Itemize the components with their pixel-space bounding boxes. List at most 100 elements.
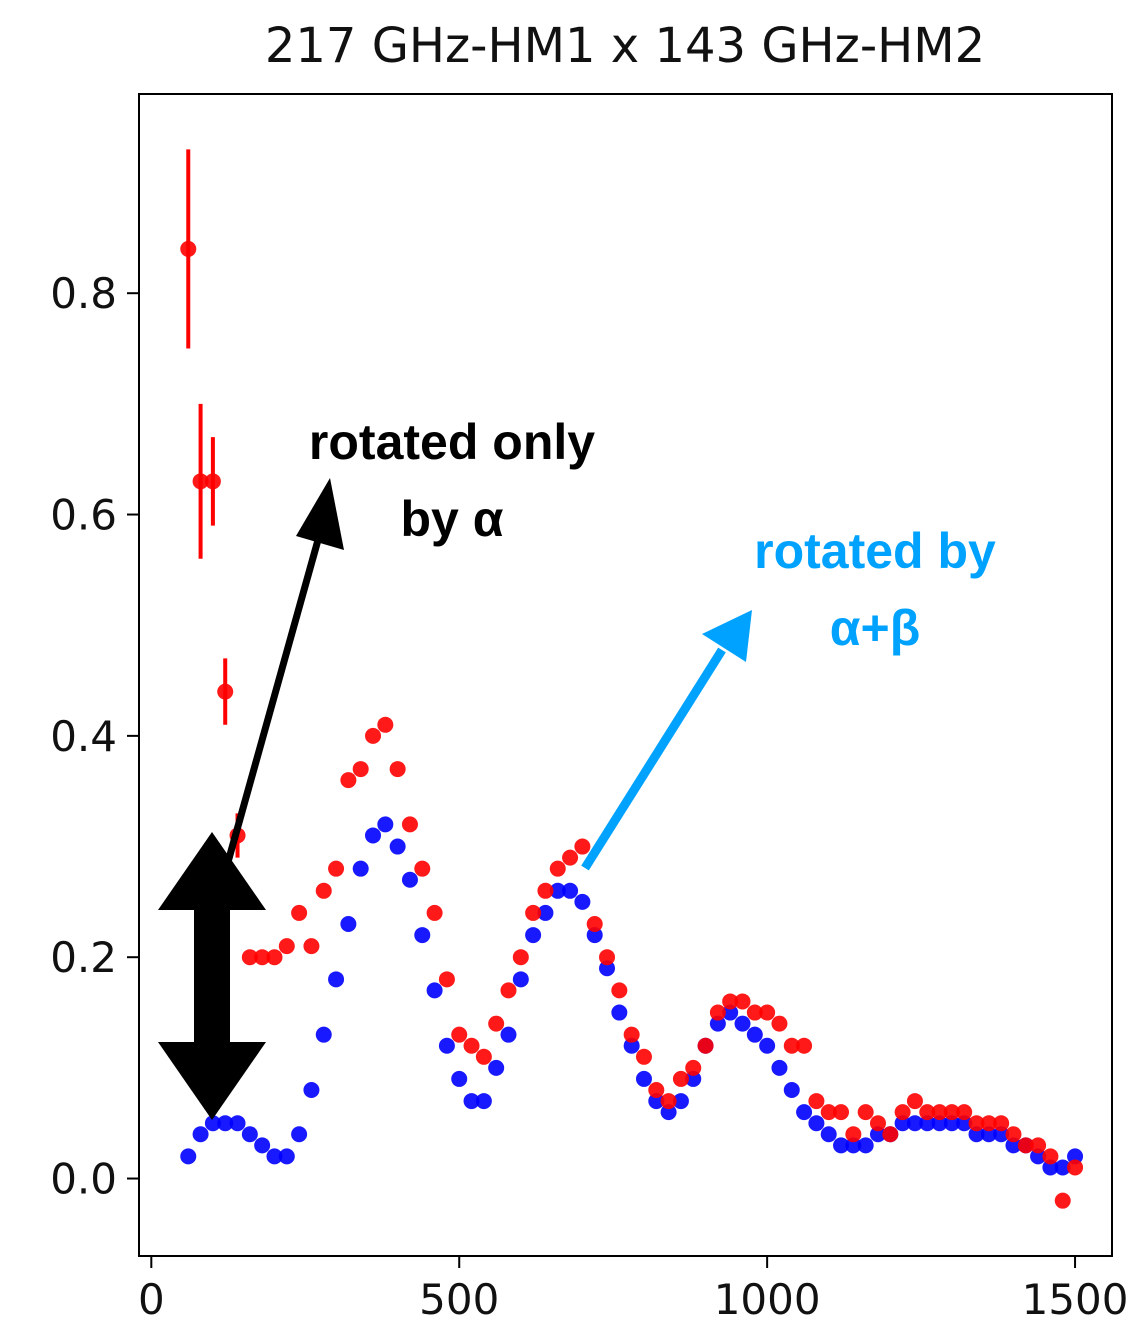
data-point	[426, 982, 443, 999]
data-point	[759, 1004, 776, 1021]
data-point	[685, 1059, 702, 1076]
data-point	[365, 827, 382, 844]
data-point	[672, 1093, 689, 1110]
data-point	[906, 1093, 923, 1110]
data-point	[500, 982, 517, 999]
data-point	[734, 1015, 751, 1032]
data-point	[438, 971, 455, 988]
data-point	[192, 473, 209, 490]
annotation-label-2: by α	[401, 491, 504, 547]
plot-frame	[138, 93, 1113, 1257]
data-point	[599, 960, 616, 977]
data-point	[623, 1037, 640, 1054]
x-tick-label: 1000	[714, 1275, 821, 1324]
data-point	[451, 1026, 468, 1043]
data-point	[771, 1059, 788, 1076]
series-0	[180, 149, 1084, 1209]
data-point	[414, 927, 431, 944]
data-point	[833, 1104, 850, 1121]
data-point	[414, 860, 431, 877]
data-point	[660, 1093, 677, 1110]
x-tick-label: 500	[419, 1275, 499, 1324]
data-point	[746, 1026, 763, 1043]
data-point	[869, 1126, 886, 1143]
data-point	[512, 971, 529, 988]
black-arrow-head	[296, 478, 344, 550]
data-point	[463, 1037, 480, 1054]
data-point	[857, 1104, 874, 1121]
data-point	[660, 1104, 677, 1121]
data-point	[722, 993, 739, 1010]
data-point	[672, 1070, 689, 1087]
data-point	[315, 882, 332, 899]
data-point	[180, 1148, 197, 1165]
data-point	[599, 949, 616, 966]
data-point	[1042, 1148, 1059, 1165]
data-point	[537, 904, 554, 921]
annotation-rotated-only: rotated only by α	[224, 414, 595, 863]
data-point	[1005, 1126, 1022, 1143]
data-point	[611, 1004, 628, 1021]
data-point	[1067, 1159, 1084, 1176]
data-point	[401, 816, 418, 833]
data-point	[525, 904, 542, 921]
data-point	[574, 893, 591, 910]
data-point	[894, 1104, 911, 1121]
y-tick-label: 0.6	[50, 491, 117, 540]
data-point	[919, 1104, 936, 1121]
data-point	[451, 1070, 468, 1087]
data-point	[303, 1082, 320, 1098]
data-point	[488, 1015, 505, 1032]
data-point	[1030, 1137, 1047, 1154]
data-point	[549, 882, 566, 899]
data-point	[968, 1115, 985, 1132]
data-point	[623, 1026, 640, 1043]
data-point	[537, 882, 554, 899]
data-point	[1054, 1159, 1071, 1176]
data-point	[328, 971, 345, 988]
black-arrow-shaft	[224, 539, 322, 863]
data-point	[722, 1004, 739, 1021]
data-point	[549, 860, 566, 877]
data-point	[278, 938, 295, 955]
data-point	[1030, 1148, 1047, 1165]
data-point	[389, 761, 406, 778]
data-point	[882, 1126, 899, 1143]
data-point	[894, 1115, 911, 1132]
data-point	[709, 1015, 726, 1032]
data-point	[192, 1126, 209, 1143]
data-point	[759, 1037, 776, 1054]
data-point	[820, 1126, 837, 1143]
data-point	[857, 1137, 874, 1154]
data-point	[266, 1148, 283, 1165]
data-point	[746, 1004, 763, 1021]
data-point	[956, 1104, 973, 1121]
y-axis: 0.0 0.2 0.4 0.6 0.8	[50, 269, 139, 1204]
data-point	[574, 838, 591, 855]
data-point	[426, 904, 443, 921]
data-point	[833, 1137, 850, 1154]
data-point	[328, 860, 345, 877]
annotation-rotated-by: rotated by α+β	[581, 523, 996, 871]
data-point	[377, 816, 394, 833]
data-point	[648, 1082, 665, 1098]
data-point	[993, 1115, 1010, 1132]
series-1	[180, 816, 1084, 1176]
data-point	[906, 1115, 923, 1132]
data-point	[291, 904, 308, 921]
data-point	[315, 1026, 332, 1043]
data-point	[845, 1137, 862, 1154]
double-arrow-icon	[158, 832, 266, 1120]
data-point	[525, 927, 542, 944]
annotation-label-4: α+β	[830, 600, 920, 656]
data-point	[611, 982, 628, 999]
data-point	[204, 473, 221, 490]
data-point	[734, 993, 751, 1010]
data-point	[1005, 1137, 1022, 1154]
data-point	[217, 1115, 234, 1132]
data-point	[254, 949, 271, 966]
data-point	[365, 727, 382, 744]
data-point	[956, 1115, 973, 1132]
data-point	[943, 1104, 960, 1121]
data-point	[389, 838, 406, 855]
